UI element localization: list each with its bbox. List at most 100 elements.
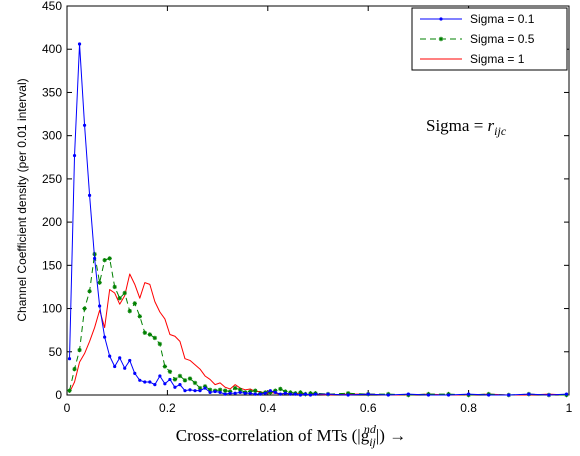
data-point [298, 393, 303, 397]
data-point [148, 380, 152, 384]
y-axis-label: Channel Coefficient density (per 0.01 in… [15, 78, 29, 321]
data-point [283, 389, 288, 394]
data-point [345, 391, 351, 396]
annotation-var: r [488, 116, 495, 135]
data-point [213, 389, 217, 394]
y-tick-label: 400 [42, 42, 62, 56]
data-point [152, 335, 158, 341]
data-point [326, 392, 330, 396]
data-point [238, 390, 242, 395]
data-point [288, 392, 292, 396]
x-tick-label: 0 [64, 401, 71, 415]
data-point [77, 347, 82, 353]
annotation-sub: ijc [494, 124, 507, 138]
data-point [406, 392, 410, 396]
data-point [203, 386, 207, 390]
data-point [527, 392, 531, 396]
data-point [108, 354, 112, 358]
chart-annotation: Sigma = rijc [426, 116, 507, 138]
data-point [123, 366, 127, 370]
data-point [298, 390, 303, 395]
data-point [158, 374, 162, 378]
data-point [233, 391, 237, 395]
data-point [288, 390, 293, 395]
plot-series [67, 42, 569, 398]
data-point [128, 358, 132, 363]
data-point [178, 383, 182, 387]
y-tick-label: 50 [49, 345, 63, 359]
data-point [67, 357, 72, 361]
legend-entry: Sigma = 0.5 [420, 32, 535, 46]
x-tick-label: 0.6 [360, 401, 377, 415]
data-point [103, 335, 107, 339]
data-point [93, 256, 97, 261]
x-axis-label-main: Cross-correlation of MTs (|g [176, 426, 370, 445]
annotation-prefix: Sigma = [426, 116, 488, 135]
x-axis-label-sub: ij [369, 435, 376, 449]
y-tick-label: 0 [55, 388, 62, 402]
data-point [278, 392, 282, 396]
data-point [77, 42, 82, 46]
data-point [167, 369, 173, 374]
data-point [182, 378, 188, 383]
x-axis-label: Cross-correlation of MTs (|gijnd|) → [176, 422, 406, 449]
data-point [253, 392, 257, 396]
data-point [268, 390, 273, 395]
x-axis-label-tail: |) → [376, 426, 406, 445]
data-point [173, 385, 177, 389]
data-point [153, 383, 157, 387]
data-point [446, 393, 451, 397]
data-point [192, 380, 198, 386]
data-point [97, 280, 102, 285]
data-point [143, 380, 147, 384]
data-point [118, 356, 122, 360]
legend-label: Sigma = 0.5 [470, 32, 535, 46]
y-tick-label: 250 [42, 172, 62, 186]
data-point [187, 376, 193, 381]
data-point [308, 393, 313, 397]
data-point [98, 304, 102, 308]
data-point [313, 392, 318, 396]
data-point [222, 388, 228, 393]
data-point [163, 382, 167, 386]
data-point [107, 256, 112, 261]
data-point [82, 306, 87, 311]
legend-entry: Sigma = 1 [420, 52, 525, 66]
data-point [293, 392, 298, 396]
data-point [268, 389, 272, 393]
y-tick-label: 300 [42, 129, 62, 143]
data-point [303, 392, 308, 396]
x-tick-label: 0.4 [259, 401, 276, 415]
data-point [507, 393, 511, 397]
data-point [232, 385, 238, 391]
series-sigma-0-1 [67, 42, 569, 397]
legend-box [411, 7, 568, 71]
data-point [162, 364, 168, 369]
data-point [117, 295, 122, 301]
data-point [112, 284, 117, 290]
data-point [87, 193, 92, 197]
data-point [207, 387, 213, 393]
legend-entry: Sigma = 0.1 [420, 12, 535, 26]
legend-marker [439, 17, 443, 21]
data-point [113, 364, 117, 369]
data-point [237, 387, 243, 393]
data-point [217, 387, 223, 393]
data-point [82, 123, 87, 127]
data-point [67, 388, 72, 393]
data-point [564, 392, 569, 396]
data-point [263, 391, 267, 395]
data-point [188, 388, 192, 392]
y-tick-label: 100 [42, 302, 62, 316]
data-point [172, 377, 178, 382]
data-point [253, 388, 258, 393]
legend-label: Sigma = 0.1 [470, 12, 535, 26]
data-point [122, 290, 127, 296]
y-tick-label: 350 [42, 85, 62, 99]
data-point [228, 391, 232, 395]
data-point [248, 389, 253, 394]
data-point [283, 391, 287, 395]
data-point [72, 153, 77, 158]
data-point [138, 378, 142, 382]
